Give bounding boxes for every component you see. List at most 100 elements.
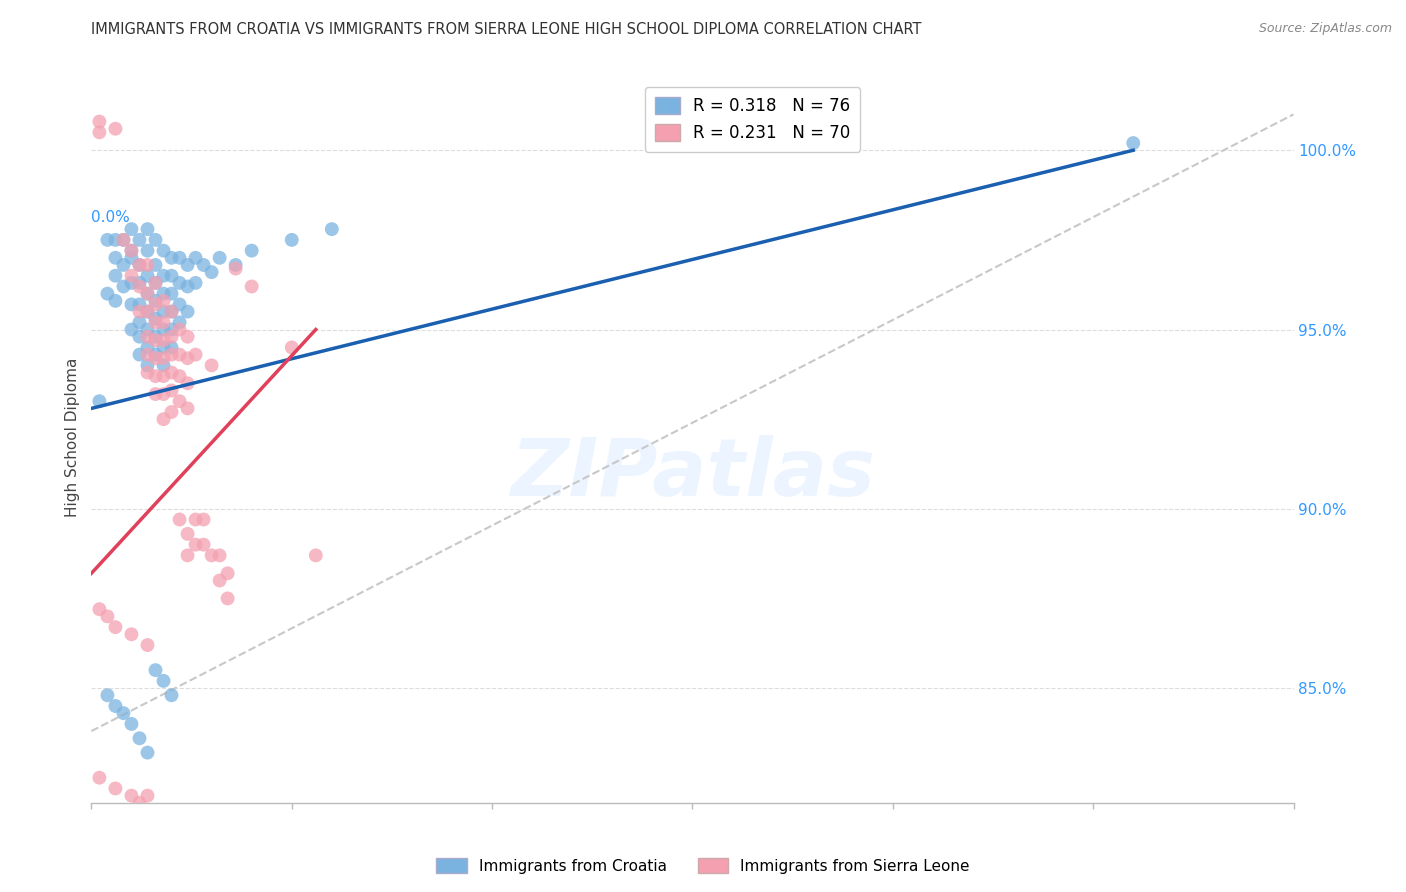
Point [121, 268, 143, 283]
Point [160, 329, 183, 343]
Point [136, 341, 159, 355]
Point [160, 348, 183, 362]
Point [145, 663, 167, 677]
Point [136, 286, 159, 301]
Point [217, 591, 239, 606]
Legend: R = 0.318   N = 76, R = 0.231   N = 70: R = 0.318 N = 76, R = 0.231 N = 70 [645, 87, 860, 152]
Point [176, 258, 198, 272]
Point [169, 348, 191, 362]
Point [169, 369, 191, 384]
Point [217, 566, 239, 581]
Point [1122, 136, 1144, 150]
Point [136, 258, 159, 272]
Text: IMMIGRANTS FROM CROATIA VS IMMIGRANTS FROM SIERRA LEONE HIGH SCHOOL DIPLOMA CORR: IMMIGRANTS FROM CROATIA VS IMMIGRANTS FR… [91, 22, 922, 37]
Point [176, 376, 198, 391]
Point [160, 268, 183, 283]
Point [128, 796, 150, 810]
Point [136, 638, 159, 652]
Point [160, 322, 183, 336]
Point [184, 538, 207, 552]
Point [208, 549, 231, 563]
Point [176, 401, 198, 416]
Point [136, 304, 159, 318]
Point [176, 304, 198, 318]
Point [145, 276, 167, 290]
Point [128, 258, 150, 272]
Point [145, 233, 167, 247]
Y-axis label: High School Diploma: High School Diploma [65, 358, 80, 516]
Point [152, 244, 174, 258]
Point [152, 369, 174, 384]
Point [136, 359, 159, 373]
Point [128, 348, 150, 362]
Point [121, 244, 143, 258]
Point [104, 268, 127, 283]
Point [145, 369, 167, 384]
Point [136, 244, 159, 258]
Text: 0.0%: 0.0% [91, 210, 131, 225]
Point [176, 329, 198, 343]
Point [176, 351, 198, 366]
Point [128, 258, 150, 272]
Point [152, 304, 174, 318]
Point [176, 527, 198, 541]
Point [160, 251, 183, 265]
Point [104, 121, 127, 136]
Point [136, 286, 159, 301]
Point [193, 512, 215, 526]
Point [128, 233, 150, 247]
Point [321, 222, 343, 236]
Point [176, 279, 198, 293]
Point [240, 279, 263, 293]
Point [152, 322, 174, 336]
Point [121, 717, 143, 731]
Point [89, 114, 111, 128]
Point [104, 251, 127, 265]
Point [136, 789, 159, 803]
Point [184, 251, 207, 265]
Point [104, 620, 127, 634]
Point [152, 315, 174, 329]
Point [121, 222, 143, 236]
Point [152, 387, 174, 401]
Point [121, 322, 143, 336]
Point [96, 609, 118, 624]
Point [145, 297, 167, 311]
Point [201, 265, 224, 279]
Point [152, 341, 174, 355]
Text: Source: ZipAtlas.com: Source: ZipAtlas.com [1258, 22, 1392, 36]
Point [145, 348, 167, 362]
Point [152, 286, 174, 301]
Point [160, 286, 183, 301]
Point [121, 251, 143, 265]
Point [193, 258, 215, 272]
Point [193, 538, 215, 552]
Point [160, 341, 183, 355]
Point [184, 512, 207, 526]
Point [104, 293, 127, 308]
Point [128, 304, 150, 318]
Point [96, 233, 118, 247]
Point [152, 293, 174, 308]
Point [169, 297, 191, 311]
Point [128, 297, 150, 311]
Point [160, 304, 183, 318]
Point [305, 549, 328, 563]
Point [128, 329, 150, 343]
Point [176, 549, 198, 563]
Point [112, 233, 135, 247]
Point [112, 706, 135, 721]
Point [145, 311, 167, 326]
Point [160, 304, 183, 318]
Point [208, 251, 231, 265]
Point [136, 366, 159, 380]
Point [169, 322, 191, 336]
Point [208, 574, 231, 588]
Point [160, 688, 183, 702]
Point [169, 276, 191, 290]
Point [104, 781, 127, 796]
Point [121, 276, 143, 290]
Text: ZIPatlas: ZIPatlas [510, 434, 875, 513]
Point [240, 244, 263, 258]
Point [136, 222, 159, 236]
